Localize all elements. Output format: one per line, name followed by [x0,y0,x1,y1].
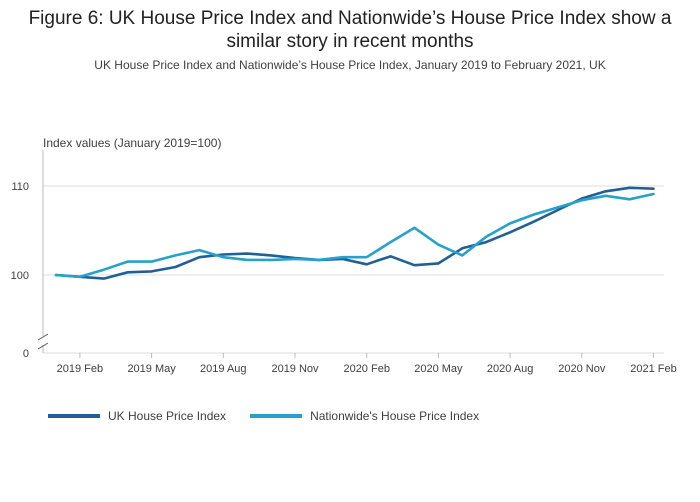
y-axis-label: Index values (January 2019=100) [43,136,222,150]
legend-label-uk-hpi: UK House Price Index [108,409,227,423]
tick-labels: 110 100 0 2019 Feb 2019 May 2019 Aug 2019 Nov 2… [11,181,677,375]
axes [37,150,654,358]
series-line-uk-hpi [54,186,655,280]
x-tick-label: 2020 Feb [343,363,389,375]
legend-swatch-nationwide [250,414,303,418]
x-tick-label: 2019 Feb [57,363,103,375]
legend-label-nationwide: Nationwide's House Price Index [310,409,480,423]
series-line-nationwide [54,192,655,279]
legend-swatch-uk-hpi [48,414,100,418]
series-lines [54,186,655,280]
y-tick-label-100: 100 [11,270,29,282]
legend-item-uk-hpi: UK House Price Index [48,409,226,423]
x-tick-label: 2020 Nov [558,363,606,375]
x-tick-label: 2021 Feb [630,363,676,375]
gridlines [43,185,664,354]
y-tick-label-0: 0 [23,348,29,360]
x-tick-label: 2019 Aug [200,363,247,375]
axis-break-mark [37,342,49,350]
x-tick-label: 2019 May [127,363,176,375]
axis-break-mark [37,333,49,341]
legend-item-nationwide: Nationwide's House Price Index [250,409,479,423]
legend: UK House Price Index Nationwide's House … [48,409,503,423]
y-tick-label-110: 110 [11,181,29,193]
x-tick-label: 2020 Aug [487,363,534,375]
x-tick-label: 2020 May [414,363,463,375]
x-tick-label: 2019 Nov [271,363,319,375]
chart-title: Figure 6: UK House Price Index and Natio… [28,8,672,52]
chart-subtitle: UK House Price Index and Nationwide’s Ho… [94,58,606,72]
